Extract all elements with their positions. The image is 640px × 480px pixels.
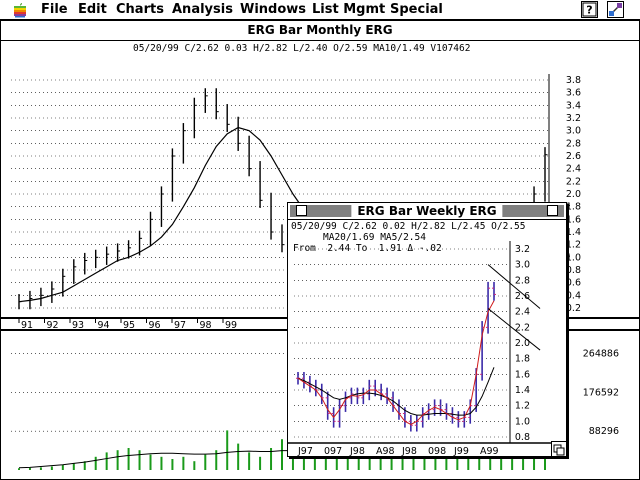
weekly-price-tick-label: 1.8 (515, 354, 530, 365)
price-tick-label: 3.6 (566, 88, 581, 99)
price-tick-label: 0.4 (566, 290, 581, 301)
menu-charts[interactable]: Charts (116, 2, 164, 17)
weekly-info-line-3: From 2.44 To 1.91 Δ -.02 (293, 243, 442, 254)
menu-bar: File Edit Charts Analysis Windows List M… (0, 0, 640, 20)
weekly-price-tick-label: 1.4 (515, 385, 530, 396)
resize-grow-box-icon[interactable] (551, 441, 566, 456)
weekly-date-tick-label: J98 (401, 446, 417, 457)
menu-windows[interactable]: Windows (240, 2, 307, 17)
menu-edit[interactable]: Edit (78, 2, 107, 17)
volume-tick-label: 264886 (583, 348, 619, 359)
weekly-date-tick-label: J97 (297, 446, 313, 457)
menu-analysis[interactable]: Analysis (172, 2, 233, 17)
weekly-price-tick-label: 0.8 (515, 432, 530, 443)
weekly-price-tick-label: 1.6 (515, 369, 530, 380)
weekly-date-tick-label: J98 (349, 446, 365, 457)
volume-tick-label: 176592 (583, 387, 619, 398)
weekly-date-tick-label: 098 (428, 446, 446, 457)
price-tick-label: 2.8 (566, 138, 581, 149)
price-tick-label: 3.8 (566, 75, 581, 86)
weekly-title-bar[interactable]: ERG Bar Weekly ERG (288, 203, 566, 220)
weekly-price-tick-label: 2.8 (515, 275, 530, 286)
price-tick-label: 1.6 (566, 214, 581, 225)
monthly-window-title: ERG Bar Monthly ERG (241, 22, 399, 38)
weekly-price-tick-label: 1.2 (515, 401, 530, 412)
weekly-date-tick-label: 097 (324, 446, 342, 457)
weekly-date-tick-label: A98 (376, 446, 395, 457)
help-icon[interactable]: ? (581, 1, 598, 18)
weekly-info-line-1: 05/20/99 C/2.62 0.02 H/2.82 L/2.45 O/2.5… (291, 221, 526, 232)
price-tick-label: 2.4 (566, 164, 581, 175)
weekly-price-tick-label: 3.2 (515, 244, 530, 255)
weekly-date-tick-label: A99 (480, 446, 499, 457)
weekly-window-title: ERG Bar Weekly ERG (351, 203, 503, 219)
price-tick-label: 0.8 (566, 265, 581, 276)
price-tick-label: 2.0 (566, 189, 581, 200)
ma5-line (297, 300, 495, 426)
weekly-info-line-2: MA20/1.69 MA5/2.54 (323, 232, 426, 243)
price-tick-label: 0.2 (566, 303, 581, 314)
application-menu-icon[interactable] (607, 1, 624, 18)
monthly-title-bar[interactable]: ERG Bar Monthly ERG (1, 21, 639, 41)
volume-tick-label: 88296 (589, 426, 619, 437)
date-tick-label: 92 (47, 320, 59, 331)
date-tick-label: 95 (123, 320, 135, 331)
date-tick-label: 98 (200, 320, 212, 331)
date-tick-label: 91 (21, 320, 33, 331)
menu-file[interactable]: File (41, 2, 68, 17)
weekly-trend-line (487, 308, 541, 351)
weekly-price-tick-label: 2.0 (515, 338, 530, 349)
price-tick-label: 1.8 (566, 202, 581, 213)
menu-special[interactable]: Special (390, 2, 443, 17)
apple-menu-icon[interactable] (12, 1, 28, 18)
weekly-price-tick-label: 2.6 (515, 291, 530, 302)
weekly-price-tick-label: 2.2 (515, 322, 530, 333)
weekly-date-tick-label: J99 (453, 446, 469, 457)
price-tick-label: 3.4 (566, 100, 581, 111)
weekly-chart: 3.2 3.0 2.8 2.6 2.4 2.2 2.0 1.8 1.6 1.4 1.2 1.0 0.8 J… (288, 241, 566, 457)
weekly-trend-line (487, 264, 541, 309)
weekly-price-tick-label: 1.0 (515, 416, 530, 427)
price-tick-label: 0.6 (566, 278, 581, 289)
price-tick-label: 3.0 (566, 126, 581, 137)
price-tick-label: 2.2 (566, 176, 581, 187)
weekly-chart-window[interactable]: ERG Bar Weekly ERG 05/20/99 C/2.62 0.02 … (287, 202, 567, 457)
zoom-box-icon[interactable] (547, 205, 558, 216)
weekly-price-tick-label: 2.4 (515, 307, 530, 318)
menu-list-mgmt[interactable]: List Mgmt (312, 2, 386, 17)
monthly-info-line: 05/20/99 C/2.62 0.03 H/2.82 L/2.40 O/2.5… (133, 43, 471, 54)
price-tick-label: 1.0 (566, 252, 581, 263)
price-tick-label: 1.4 (566, 227, 581, 238)
ma20-line (297, 367, 495, 416)
weekly-price-tick-label: 3.0 (515, 260, 530, 271)
date-tick-label: 99 (225, 320, 237, 331)
date-tick-label: 94 (98, 320, 110, 331)
price-tick-label: 1.2 (566, 240, 581, 251)
price-tick-label: 3.2 (566, 113, 581, 124)
svg-text:?: ? (586, 4, 592, 17)
price-tick-label: 2.6 (566, 151, 581, 162)
date-tick-label: 97 (174, 320, 186, 331)
date-tick-label: 93 (72, 320, 84, 331)
date-tick-label: 96 (149, 320, 161, 331)
close-box-icon[interactable] (296, 205, 307, 216)
